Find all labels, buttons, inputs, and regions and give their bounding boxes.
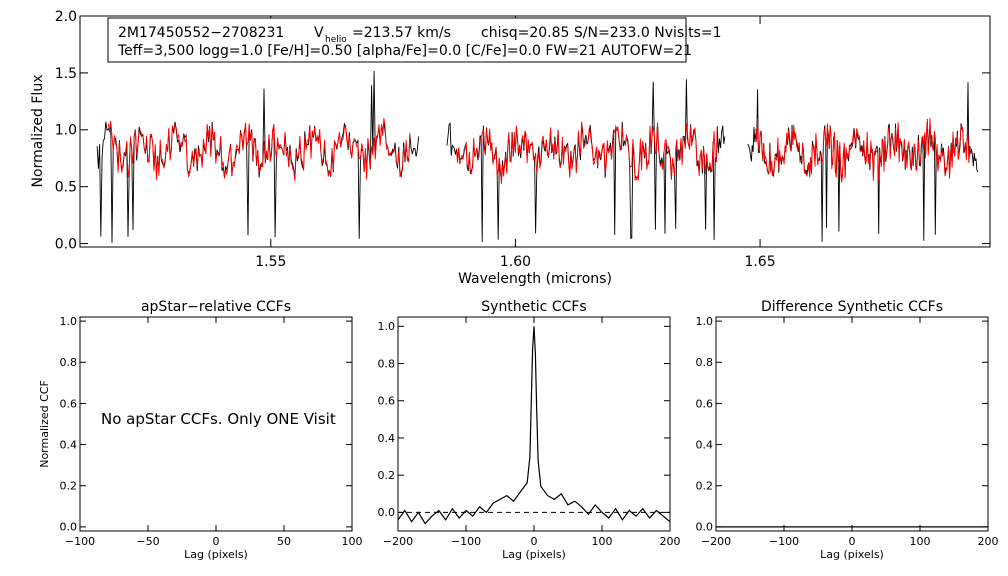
difference-ccf-y-tick-label: 1.0 bbox=[696, 315, 714, 328]
difference-ccf-frame bbox=[715, 316, 989, 532]
difference-ccf-ticks: −200 −100 0 100 200 0.0 0.2 0.4 0.6 0.8 1.0 bbox=[696, 315, 999, 548]
spectrum-y-tick-label: 2.0 bbox=[55, 9, 77, 25]
synthetic-ccf-x-tick-label: 200 bbox=[660, 535, 681, 548]
vhelio-prefix: V bbox=[314, 25, 324, 41]
difference-ccf-x-tick-label: −100 bbox=[769, 535, 799, 548]
spectrum-y-tick-label: 0.5 bbox=[55, 180, 77, 196]
synthetic-ccf-frame bbox=[397, 316, 671, 532]
synthetic-ccf-ticks: −200 −100 0 100 200 0.0 0.2 0.4 0.6 0.8 1.0 bbox=[378, 317, 681, 548]
difference-ccf-y-tick-label: 0.4 bbox=[696, 438, 714, 451]
observed-spectrum-line bbox=[747, 82, 979, 242]
difference-ccf-y-tick-label: 0.8 bbox=[696, 356, 714, 369]
apstar-ccf-y-tick-label: 0.2 bbox=[60, 480, 78, 493]
apstar-ccf-x-tick-label: −100 bbox=[65, 535, 95, 548]
spectrum-ticks: 1.55 1.60 1.65 0.0 0.5 1.0 1.5 2.0 bbox=[55, 9, 990, 270]
difference-ccf-y-tick-label: 0.2 bbox=[696, 480, 714, 493]
synthetic-ccf-y-tick-label: 0.8 bbox=[378, 357, 396, 370]
apstar-ccf-title: apStar−relative CCFs bbox=[141, 299, 291, 315]
spectrum-info-box bbox=[107, 17, 687, 63]
difference-ccf-x-tick-label: 200 bbox=[978, 535, 999, 548]
synthetic-ccf-y-tick-label: 0.4 bbox=[378, 432, 396, 445]
apstar-ccf-y-axis-label: Normalized CCF bbox=[38, 380, 51, 468]
spectrum-traces bbox=[96, 70, 979, 243]
synthetic-ccf-traces bbox=[397, 326, 671, 525]
observed-spectrum-line bbox=[446, 79, 726, 243]
synthetic-ccf-x-tick-label: −200 bbox=[383, 535, 413, 548]
apstar-ccf-panel: −100 −50 0 50 100 0.0 0.2 0.4 0.6 0.8 1.0 apStar−r… bbox=[38, 299, 363, 561]
apstar-ccf-ticks: −100 −50 0 50 100 0.0 0.2 0.4 0.6 0.8 1.0 bbox=[60, 315, 363, 548]
synthetic-ccf-x-tick-label: 0 bbox=[531, 535, 538, 548]
vhelio-subscript: helio bbox=[325, 35, 347, 45]
synthetic-ccf-title: Synthetic CCFs bbox=[481, 299, 586, 315]
apstar-ccf-x-tick-label: 0 bbox=[213, 535, 220, 548]
difference-ccf-panel: −200 −100 0 100 200 0.0 0.2 0.4 0.6 0.8 1.0 Differ… bbox=[696, 299, 999, 561]
spectrum-x-tick-label: 1.60 bbox=[500, 254, 531, 270]
model-spectrum-line bbox=[755, 117, 972, 183]
star-id: 2M17450552−2708231 bbox=[118, 25, 284, 41]
spectrum-x-tick-label: 1.65 bbox=[744, 254, 775, 270]
apstar-ccf-x-axis-label: Lag (pixels) bbox=[184, 548, 248, 561]
apstar-ccf-y-tick-label: 1.0 bbox=[60, 315, 78, 328]
difference-ccf-x-tick-label: 100 bbox=[910, 535, 931, 548]
difference-ccf-x-tick-label: −200 bbox=[701, 535, 731, 548]
apstar-ccf-y-tick-label: 0.6 bbox=[60, 397, 78, 410]
vhelio-value: =213.57 km/s bbox=[352, 25, 451, 41]
synthetic-ccf-panel: −200 −100 0 100 200 0.0 0.2 0.4 0.6 0.8 1.0 Synthe… bbox=[378, 299, 681, 561]
apstar-ccf-y-tick-label: 0.4 bbox=[60, 438, 78, 451]
difference-ccf-y-tick-label: 0.0 bbox=[696, 521, 714, 534]
fit-statistics: chisq=20.85 S/N=233.0 Nvisits=1 bbox=[481, 25, 722, 41]
spectrum-panel: 1.55 1.60 1.65 0.0 0.5 1.0 1.5 2.0 Normalized F… bbox=[30, 9, 991, 287]
apstar-ccf-y-tick-label: 0.8 bbox=[60, 356, 78, 369]
synthetic-ccf-y-tick-label: 0.2 bbox=[378, 469, 396, 482]
spectrum-y-axis-label: Normalized Flux bbox=[30, 75, 46, 188]
synthetic-ccf-x-axis-label: Lag (pixels) bbox=[502, 548, 566, 561]
stellar-parameters: Teff=3,500 logg=1.0 [Fe/H]=0.50 [alpha/F… bbox=[117, 43, 692, 59]
apstar-ccf-x-tick-label: 100 bbox=[342, 535, 363, 548]
apstar-ccf-x-tick-label: 50 bbox=[277, 535, 291, 548]
synthetic-ccf-x-tick-label: −100 bbox=[451, 535, 481, 548]
spectrum-plot-frame bbox=[79, 15, 991, 248]
difference-ccf-title: Difference Synthetic CCFs bbox=[761, 299, 943, 315]
model-spectrum-line bbox=[107, 117, 411, 181]
spectrum-x-axis-label: Wavelength (microns) bbox=[458, 271, 612, 287]
difference-ccf-x-axis-label: Lag (pixels) bbox=[820, 548, 884, 561]
model-spectrum-line bbox=[456, 121, 718, 184]
apstar-ccf-x-tick-label: −50 bbox=[136, 535, 159, 548]
spectrum-y-tick-label: 1.5 bbox=[55, 66, 77, 82]
spectrum-y-tick-label: 0.0 bbox=[55, 236, 77, 252]
difference-ccf-x-tick-label: 0 bbox=[849, 535, 856, 548]
synthetic-ccf-x-tick-label: 100 bbox=[592, 535, 613, 548]
apstar-ccf-y-tick-label: 0.0 bbox=[60, 521, 78, 534]
difference-ccf-y-tick-label: 0.6 bbox=[696, 397, 714, 410]
spectrum-x-tick-label: 1.55 bbox=[255, 254, 286, 270]
no-ccf-message: No apStar CCFs. Only ONE Visit bbox=[101, 410, 336, 428]
synthetic-ccf-y-tick-label: 1.0 bbox=[378, 320, 396, 333]
synthetic-ccf-line bbox=[397, 326, 671, 525]
spectrum-y-tick-label: 1.0 bbox=[55, 123, 77, 139]
synthetic-ccf-y-tick-label: 0.6 bbox=[378, 395, 396, 408]
synthetic-ccf-y-tick-label: 0.0 bbox=[378, 506, 396, 519]
